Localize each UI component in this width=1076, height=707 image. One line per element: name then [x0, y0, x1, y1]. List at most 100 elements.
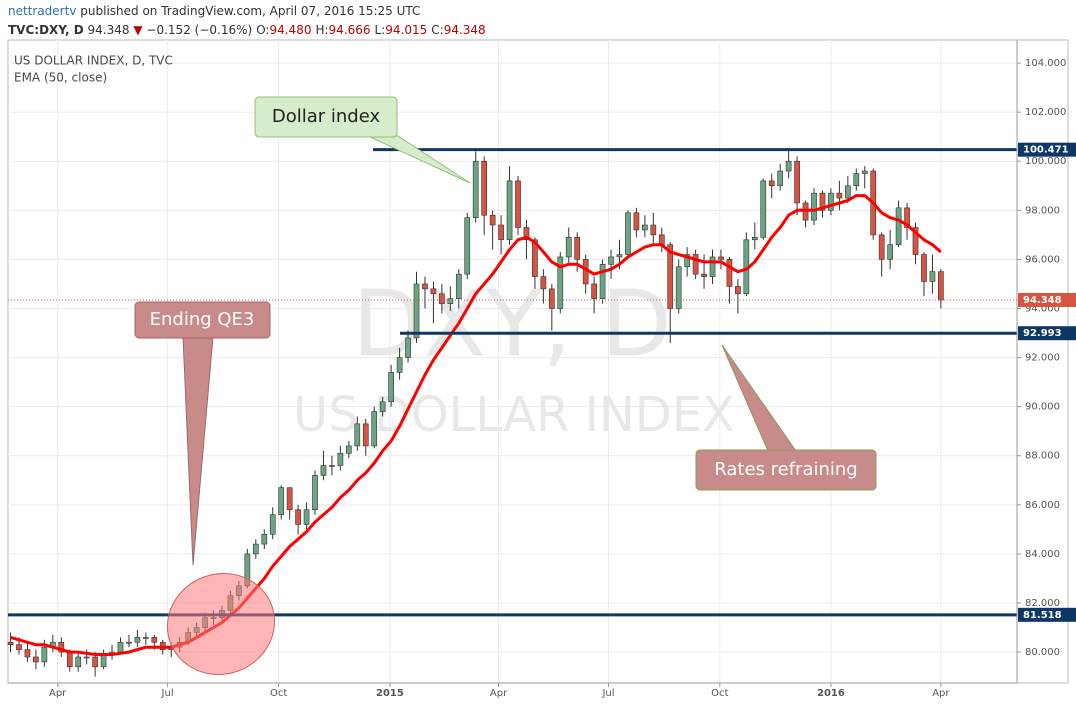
- last: 94.348: [88, 23, 130, 37]
- y-tick-label: 94.000: [1025, 303, 1060, 314]
- candle-body: [489, 214, 496, 226]
- candle-body: [362, 423, 369, 447]
- header-line: nettradertv published on TradingView.com…: [8, 4, 420, 18]
- candle-body: [853, 173, 860, 187]
- candle-body: [33, 656, 39, 663]
- candle-body: [354, 423, 361, 447]
- candle-body: [413, 283, 420, 339]
- annotations: Dollar index Ending QE3 Rates refraining: [134, 96, 877, 675]
- candle-body: [388, 371, 394, 403]
- candle-body: [701, 273, 707, 277]
- grid: [7, 39, 1069, 684]
- level-label: 81.518: [1023, 610, 1062, 621]
- quote-value: 94.480: [269, 23, 311, 37]
- candle-body: [684, 254, 690, 268]
- y-tick-label: 90.000: [1025, 402, 1060, 413]
- legend-title: US DOLLAR INDEX, D, TVC: [14, 54, 173, 68]
- candle-body: [768, 180, 775, 187]
- legend-ema: EMA (50, close): [14, 71, 107, 85]
- candle-body: [591, 283, 597, 299]
- y-tick-label: 102.000: [1025, 107, 1066, 118]
- candle-body: [92, 656, 98, 668]
- callout-tail: [182, 336, 214, 566]
- candle-body: [295, 509, 301, 525]
- candle-body: [286, 487, 293, 511]
- candle-body: [117, 641, 124, 653]
- author: nettradertv: [8, 4, 76, 18]
- x-tick-label: Apr: [490, 688, 508, 699]
- candle-body: [599, 264, 606, 299]
- candle-body: [921, 254, 927, 282]
- candle-body: [506, 180, 513, 241]
- candle-body: [904, 207, 910, 228]
- candle-body: [912, 227, 919, 255]
- y-tick-label: 92.000: [1025, 353, 1060, 364]
- candle-body: [616, 254, 623, 258]
- candle-body: [252, 543, 259, 555]
- candle-body: [24, 649, 31, 658]
- candle-body: [320, 465, 327, 476]
- candle-body: [523, 227, 530, 241]
- candle-body: [878, 234, 885, 260]
- candle-body: [726, 259, 733, 287]
- candle-body: [633, 212, 640, 231]
- candle-body: [938, 271, 944, 301]
- candle-body: [819, 192, 826, 211]
- candle-body: [7, 641, 14, 646]
- candle-body: [100, 654, 107, 668]
- candle-body: [692, 254, 699, 275]
- candle-body: [828, 192, 834, 211]
- candle-body: [134, 637, 141, 643]
- candle-body: [405, 337, 411, 358]
- candle-body: [143, 637, 149, 639]
- callout-box: [695, 449, 877, 491]
- candle-body: [751, 237, 758, 241]
- candle-body: [396, 357, 403, 373]
- candle-body: [269, 514, 276, 535]
- quote-label: L:: [375, 23, 386, 37]
- candle-body: [887, 244, 893, 260]
- quote-value: 94.666: [329, 23, 371, 37]
- candle-body: [760, 180, 767, 238]
- candle-body: [346, 445, 352, 454]
- candle-body: [861, 170, 868, 174]
- candle-body: [126, 641, 132, 644]
- x-tick-label: Oct: [711, 688, 728, 699]
- candle-body: [329, 465, 335, 467]
- callout-tail: [367, 135, 471, 184]
- callout-box: [254, 96, 398, 138]
- candle-body: [794, 160, 800, 204]
- axes: 80.000 82.000 84.000 86.000 88.000 90.000 92.0…: [8, 40, 1076, 699]
- candle-body: [261, 533, 268, 545]
- y-tick-label: 98.000: [1025, 205, 1060, 216]
- x-tick-label: 2016: [817, 688, 845, 699]
- candle-body: [667, 244, 674, 309]
- quote-label: O:: [256, 23, 269, 37]
- quote-line: TVC:DXY, D 94.348 ▼ −0.152 (−0.16%) O:94.…: [8, 23, 486, 37]
- candle-body: [836, 192, 843, 199]
- level-label: 92.993: [1023, 328, 1062, 339]
- y-tick-label: 86.000: [1025, 500, 1060, 511]
- quote-label: C:: [431, 23, 443, 37]
- callout-text: Ending QE3: [150, 309, 255, 330]
- candle-body: [430, 288, 437, 295]
- candle-body: [895, 207, 902, 245]
- x-tick-label: Jul: [601, 688, 614, 699]
- candle-body: [777, 170, 784, 187]
- candle-body: [608, 256, 614, 265]
- x-tick-label: Apr: [932, 688, 950, 699]
- candle-body: [379, 401, 386, 412]
- candle-body: [574, 237, 581, 260]
- x-tick-label: Apr: [49, 688, 67, 699]
- watermark-symbol: DXY, D: [352, 270, 671, 377]
- candle-body: [337, 452, 344, 466]
- candle-body: [278, 487, 285, 515]
- symbol: TVC:DXY, D: [8, 23, 84, 37]
- candle-body: [565, 237, 572, 258]
- candle-body: [709, 256, 716, 277]
- level-label-box: [1018, 607, 1076, 622]
- callout-text: Dollar index: [272, 106, 381, 127]
- plot: [7, 148, 1017, 677]
- quote-value: 94.348: [444, 23, 486, 37]
